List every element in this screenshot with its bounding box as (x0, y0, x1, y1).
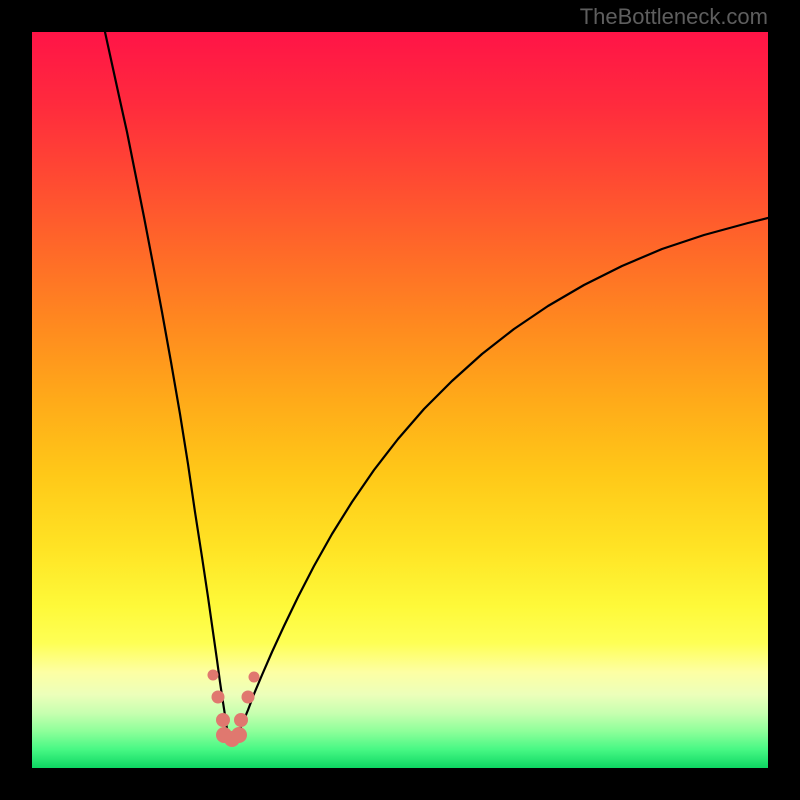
plot-svg (32, 32, 768, 768)
marker-dot (212, 691, 225, 704)
marker-dot (231, 727, 247, 743)
watermark-text: TheBottleneck.com (580, 4, 768, 30)
gradient-background (32, 32, 768, 768)
marker-dot (216, 713, 230, 727)
marker-dot (208, 670, 219, 681)
chart-container: TheBottleneck.com (0, 0, 800, 800)
marker-dot (234, 713, 248, 727)
marker-dot (249, 672, 260, 683)
plot-area (32, 32, 768, 768)
marker-dot (242, 691, 255, 704)
